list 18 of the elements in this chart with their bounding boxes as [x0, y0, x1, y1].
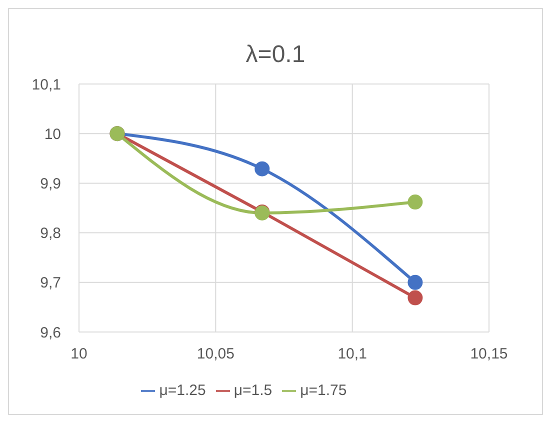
y-tick-label: 9,6: [40, 324, 61, 342]
y-tick-label: 9,8: [40, 225, 61, 242]
legend-label: μ=1.5: [234, 382, 272, 399]
chart-title: λ=0.1: [244, 41, 306, 69]
point: [408, 274, 423, 290]
x-tick-label: 10,05: [196, 346, 234, 363]
legend-label: μ=1.75: [300, 382, 347, 399]
y-tick-label: 9,9: [40, 176, 61, 193]
legend-label: μ=1.25: [159, 382, 206, 399]
point: [254, 161, 270, 176]
y-tick-label: 9,7: [40, 274, 61, 292]
point: [408, 290, 423, 306]
point: [408, 194, 423, 210]
y-tick-label: 10: [44, 126, 61, 143]
x-tick-label: 10,1: [338, 346, 367, 363]
x-tick-label: 10: [70, 346, 88, 363]
x-tick-label: 10,15: [470, 346, 508, 363]
y-tick-label: 10,1: [32, 76, 61, 94]
